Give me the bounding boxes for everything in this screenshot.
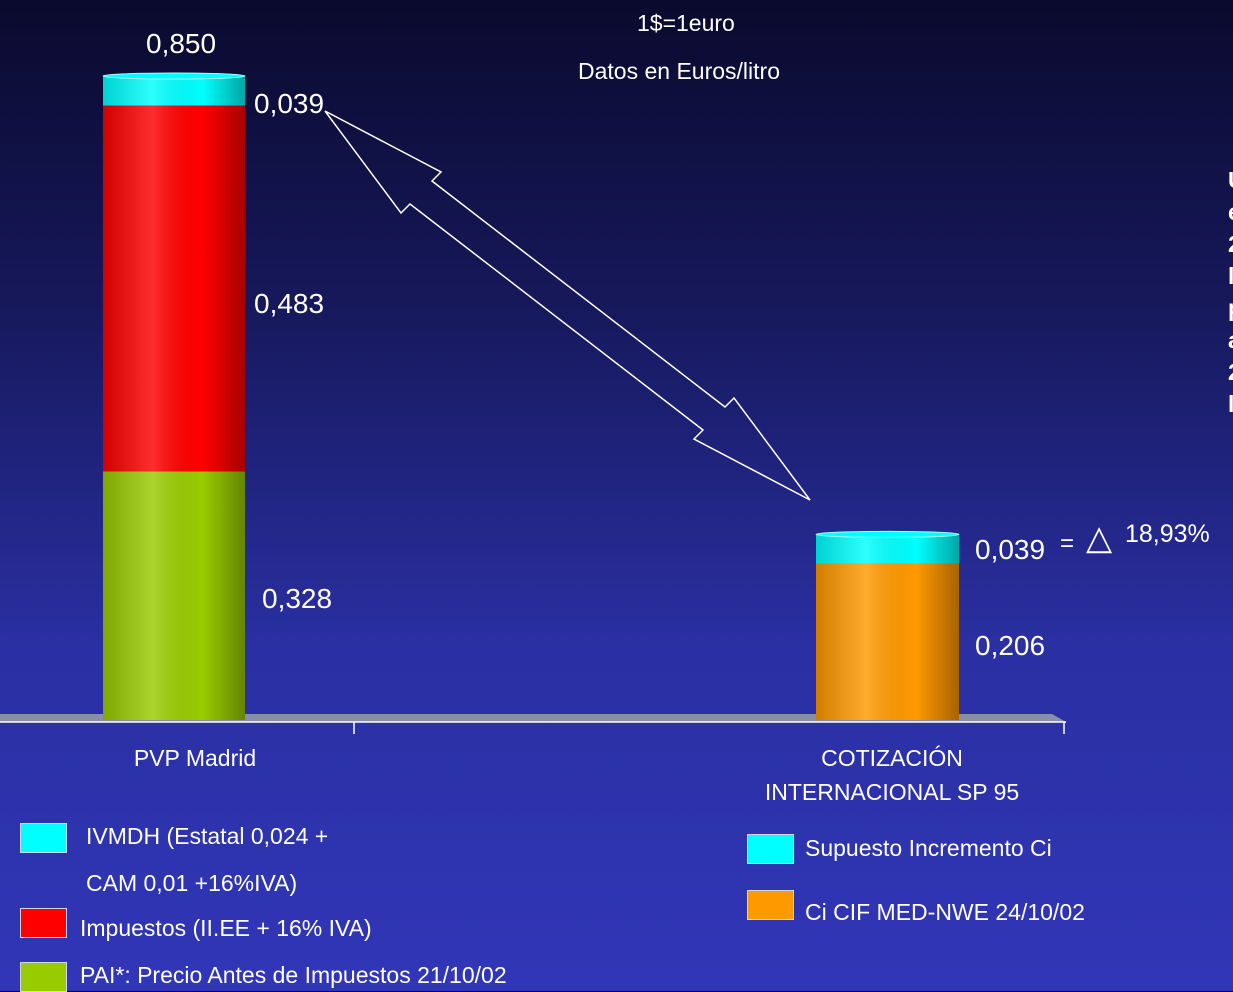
bar-segment-shade-1-1 [103,471,245,720]
annotation-equals: = [1060,530,1075,557]
bar1-pai-label: 0,328 [262,583,333,614]
bar-segment-shade-1-3 [103,76,245,106]
side-text-cut-4: p [1228,292,1233,324]
annotation-percent: 18,93% [1125,520,1210,548]
legend-label-ivmdh-line1: IVMDH (Estatal 0,024 + [86,823,329,849]
legend-swatch-impuestos [20,908,67,938]
bar-segment-shade-2-1 [816,563,959,720]
bar-segment-shade-2-2 [816,534,959,564]
bar-top-cap-2 [815,530,960,538]
axis-floor [0,714,1066,722]
comparison-arrow [324,110,811,501]
units-note: Datos en Euros/litro [578,58,780,84]
side-text-cut-1: e [1228,196,1233,228]
side-text-cut-5: a [1228,324,1233,356]
category-label-pvp: PVP Madrid [133,745,257,771]
legend-swatch-supuesto [747,834,794,864]
legend-swatch-ci [747,890,794,920]
bar2-ci-label: 0,206 [975,630,1046,661]
side-text-cut-2: 2 [1228,228,1233,260]
bar1-impuestos-label: 0,483 [254,288,325,319]
legend-label-supuesto: Supuesto Incremento Ci [805,835,1052,861]
side-text-cut-3: l [1228,263,1233,289]
side-text-cut-0: U [1228,164,1233,196]
bar-top-cap-1 [102,72,246,80]
category-label-cotizacion-line1: COTIZACIÓN [821,745,963,771]
exchange-rate-note: 1$=1euro [637,10,735,36]
legend-label-ci: Ci CIF MED-NWE 24/10/02 [805,899,1085,925]
category-label-cotizacion-line2: INTERNACIONAL SP 95 [764,779,1020,805]
side-text-cut-7: l [1228,391,1233,417]
legend-label-ivmdh-line2: CAM 0,01 +16%IVA) [86,870,298,896]
bar1-ivmdh-label: 0,039 [254,88,325,119]
side-text-cut-6: 2 [1228,356,1233,388]
bar2-increment-label: 0,039 [975,534,1046,565]
legend-swatch-ivmdh [20,823,67,853]
legend-label-pai: PAI*: Precio Antes de Impuestos 21/10/02 [80,962,507,988]
legend-label-impuestos: Impuestos (II.EE + 16% IVA) [80,915,372,941]
delta-icon: △ [1086,519,1113,557]
bar-segment-shade-1-2 [103,105,245,472]
bar1-total-label: 0,850 [146,28,217,59]
legend-swatch-pai [20,962,67,992]
